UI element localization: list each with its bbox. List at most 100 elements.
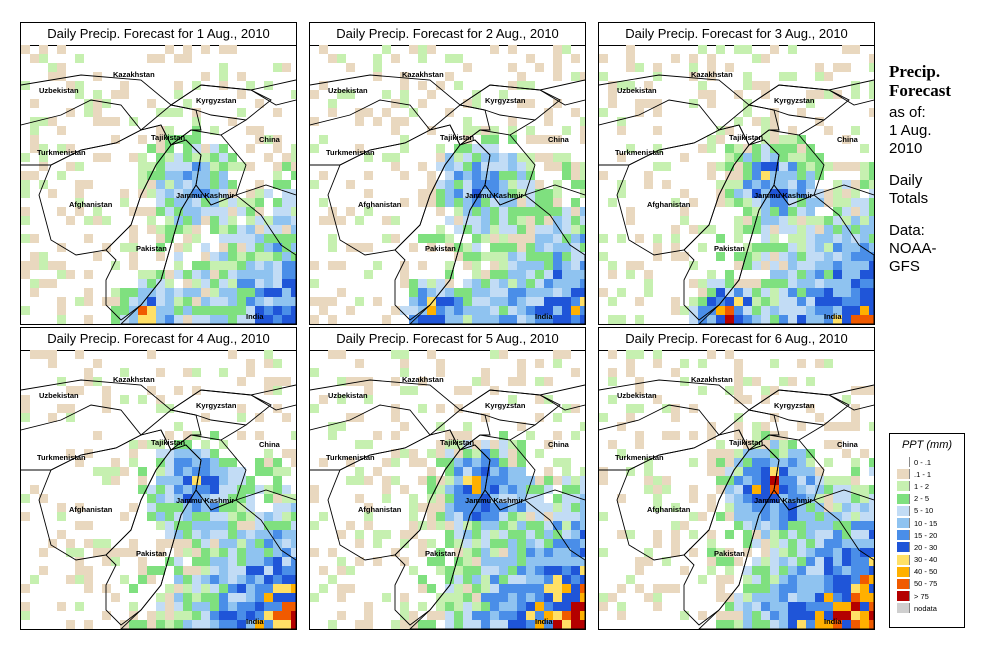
precip-cell bbox=[427, 476, 436, 485]
precip-cell bbox=[111, 306, 120, 315]
precip-cell bbox=[174, 575, 183, 584]
precip-cell bbox=[75, 566, 84, 575]
precip-cell bbox=[797, 449, 806, 458]
precip-cell bbox=[246, 198, 255, 207]
precip-cell bbox=[508, 45, 517, 54]
precip-cell bbox=[499, 458, 508, 467]
precip-cell bbox=[264, 306, 273, 315]
precip-cell bbox=[644, 548, 653, 557]
precip-cell bbox=[129, 243, 138, 252]
precip-cell bbox=[869, 108, 874, 117]
precip-cell bbox=[571, 530, 580, 539]
precip-cell bbox=[851, 458, 860, 467]
precip-cell bbox=[770, 207, 779, 216]
precip-cell bbox=[526, 153, 535, 162]
precip-cell bbox=[427, 620, 436, 629]
precip-cell bbox=[680, 207, 689, 216]
precip-cell bbox=[842, 575, 851, 584]
precip-cell bbox=[237, 503, 246, 512]
precip-cell bbox=[192, 449, 201, 458]
precip-cell bbox=[310, 485, 319, 494]
precip-cell bbox=[39, 162, 48, 171]
precip-cell bbox=[788, 485, 797, 494]
precip-cell bbox=[111, 467, 120, 476]
precip-cell bbox=[815, 171, 824, 180]
precip-cell bbox=[355, 216, 364, 225]
precip-cell bbox=[156, 189, 165, 198]
precip-cell bbox=[535, 315, 544, 324]
precip-cell bbox=[472, 180, 481, 189]
precip-cell bbox=[237, 485, 246, 494]
precip-cell bbox=[752, 521, 761, 530]
precip-cell bbox=[571, 180, 580, 189]
precip-cell bbox=[228, 467, 237, 476]
precip-cell bbox=[373, 117, 382, 126]
precip-cell bbox=[481, 467, 490, 476]
precip-cell bbox=[219, 593, 228, 602]
precip-cell bbox=[752, 611, 761, 620]
precip-cell bbox=[499, 270, 508, 279]
precip-cell bbox=[192, 297, 201, 306]
precip-cell bbox=[445, 72, 454, 81]
precip-cell bbox=[291, 557, 296, 566]
precip-cell bbox=[201, 207, 210, 216]
precip-cell bbox=[571, 503, 580, 512]
precip-cell bbox=[860, 494, 869, 503]
precip-cell bbox=[427, 90, 436, 99]
precip-cell bbox=[156, 288, 165, 297]
precip-cell bbox=[779, 198, 788, 207]
precip-cell bbox=[833, 234, 842, 243]
precip-cell bbox=[770, 45, 779, 54]
precip-cell bbox=[517, 180, 526, 189]
precip-cell bbox=[788, 377, 797, 386]
border-line bbox=[599, 99, 720, 166]
precip-cell bbox=[788, 512, 797, 521]
precip-cell bbox=[84, 180, 93, 189]
precip-cell bbox=[273, 548, 282, 557]
precip-cell bbox=[689, 458, 698, 467]
precip-cell bbox=[237, 413, 246, 422]
precip-cell bbox=[535, 611, 544, 620]
precip-cell bbox=[328, 422, 337, 431]
precip-cell bbox=[743, 261, 752, 270]
precip-cell bbox=[743, 252, 752, 261]
precip-cell bbox=[517, 467, 526, 476]
precip-cell bbox=[752, 261, 761, 270]
precip-cell bbox=[463, 306, 472, 315]
precip-cell bbox=[860, 288, 869, 297]
precip-cell bbox=[608, 368, 617, 377]
precip-cell bbox=[599, 171, 608, 180]
precip-cell bbox=[499, 548, 508, 557]
precip-cell bbox=[851, 467, 860, 476]
precip-cell bbox=[544, 252, 553, 261]
precip-cell bbox=[183, 521, 192, 530]
precip-cell bbox=[526, 135, 535, 144]
precip-cell bbox=[815, 306, 824, 315]
precip-cell bbox=[716, 315, 725, 324]
precip-cell bbox=[30, 54, 39, 63]
precip-cell bbox=[779, 270, 788, 279]
precip-cell bbox=[192, 144, 201, 153]
precip-cell bbox=[337, 377, 346, 386]
precip-cell bbox=[517, 279, 526, 288]
precip-cell bbox=[264, 234, 273, 243]
precip-cell bbox=[779, 171, 788, 180]
precip-cell bbox=[436, 359, 445, 368]
precip-cell bbox=[174, 153, 183, 162]
precip-cell bbox=[770, 261, 779, 270]
precip-cell bbox=[734, 171, 743, 180]
precip-cell bbox=[779, 611, 788, 620]
precip-cell bbox=[445, 171, 454, 180]
precip-cell bbox=[346, 90, 355, 99]
precip-cell bbox=[716, 458, 725, 467]
precip-cell bbox=[409, 315, 418, 324]
precip-cell bbox=[680, 377, 689, 386]
precip-cell bbox=[599, 288, 608, 297]
precip-cell bbox=[228, 207, 237, 216]
precip-cell bbox=[364, 512, 373, 521]
precip-cell bbox=[851, 611, 860, 620]
precip-cell bbox=[337, 54, 346, 63]
precip-cell bbox=[219, 279, 228, 288]
precip-cell bbox=[770, 359, 779, 368]
precip-cell bbox=[580, 261, 585, 270]
